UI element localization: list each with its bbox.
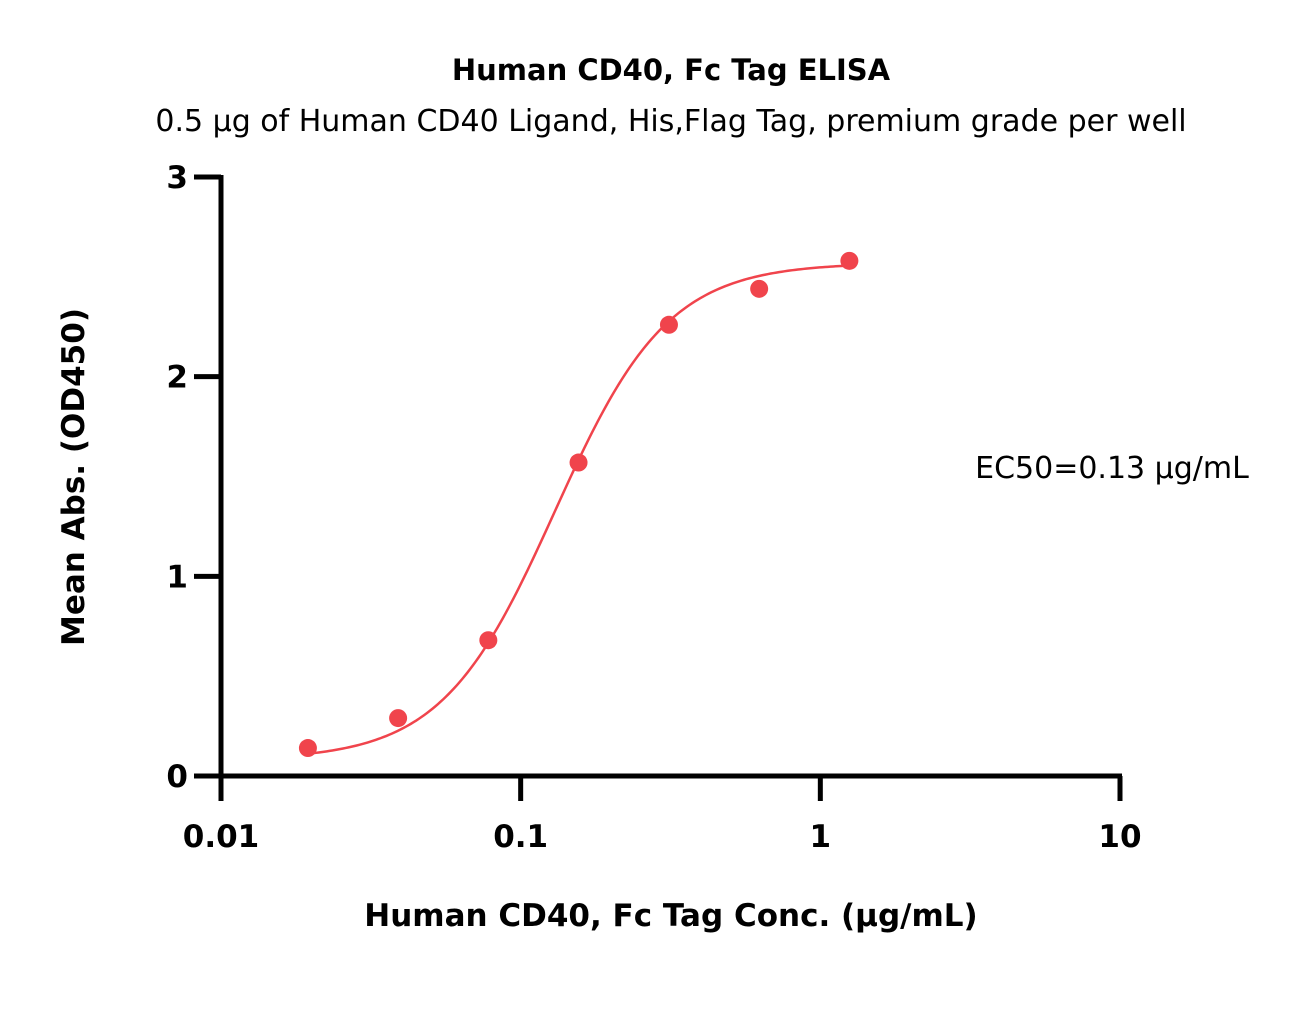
y-tick-label: 3	[166, 160, 188, 196]
data-point	[479, 631, 498, 650]
x-tick-label: 10	[1098, 819, 1141, 855]
axes	[218, 175, 1122, 779]
data-point	[750, 279, 769, 298]
data-point	[389, 709, 408, 728]
data-point	[659, 315, 678, 334]
data-points	[298, 251, 859, 758]
x-axis-label: Human CD40, Fc Tag Conc. (μg/mL)	[364, 898, 977, 934]
chart-subtitle: 0.5 μg of Human CD40 Ligand, His,Flag Ta…	[155, 104, 1186, 139]
x-tick-label: 0.1	[493, 819, 548, 855]
data-point	[840, 251, 859, 270]
y-tick-label: 1	[166, 559, 188, 595]
y-axis-ticks: 0 1 2 3	[166, 160, 221, 795]
data-point	[298, 739, 317, 758]
data-point	[569, 453, 588, 472]
x-axis-ticks: 0.01 0.1 1 10	[183, 776, 1142, 855]
y-tick-label: 2	[166, 360, 188, 396]
ec50-annotation: EC50=0.13 μg/mL	[975, 451, 1249, 486]
y-tick-label: 0	[166, 759, 188, 795]
fit-curves	[307, 264, 850, 756]
x-tick-label: 0.01	[183, 819, 260, 855]
y-axis-label: Mean Abs. (OD450)	[56, 308, 92, 646]
chart-title: Human CD40, Fc Tag ELISA	[452, 53, 891, 87]
x-tick-label: 1	[810, 819, 832, 855]
fit-curve	[307, 264, 850, 756]
